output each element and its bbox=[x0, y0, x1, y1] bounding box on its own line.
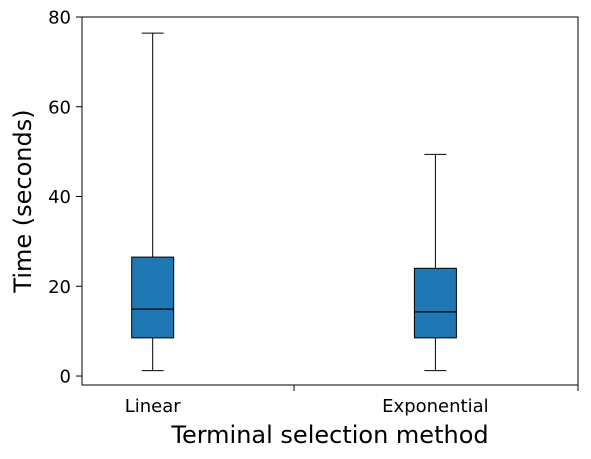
y-tick-label: 60 bbox=[48, 97, 71, 118]
x-axis: Linear Exponential bbox=[125, 385, 579, 417]
y-tick-label: 20 bbox=[48, 277, 71, 298]
y-tick-label: 40 bbox=[48, 187, 71, 208]
x-tick-label: Exponential bbox=[382, 396, 488, 417]
iqr-box bbox=[131, 256, 175, 339]
y-tick-label: 0 bbox=[60, 367, 71, 388]
iqr-box bbox=[413, 267, 457, 339]
y-axis: 0 20 40 60 80 bbox=[48, 8, 82, 388]
x-tick-label: Linear bbox=[125, 396, 182, 417]
x-axis-label: Terminal selection method bbox=[170, 421, 488, 449]
plot-area bbox=[81, 16, 579, 386]
box-linear bbox=[131, 32, 175, 372]
boxes-group bbox=[131, 32, 457, 372]
y-tick-label: 80 bbox=[48, 8, 71, 29]
box-exponential bbox=[413, 153, 457, 372]
y-axis-label: Time (seconds) bbox=[9, 109, 37, 293]
